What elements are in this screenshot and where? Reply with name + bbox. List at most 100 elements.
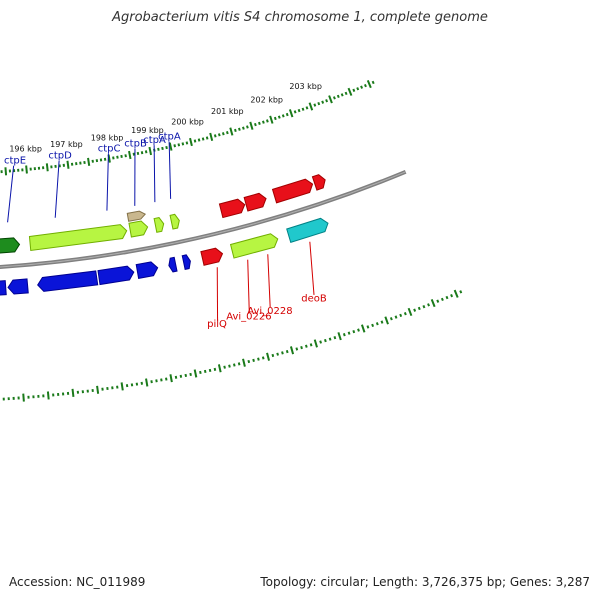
- ring-dot: [417, 306, 421, 311]
- ring-dot: [366, 325, 370, 329]
- ring-dot: [297, 108, 301, 113]
- accession-text: Accession: NC_011989: [9, 575, 146, 589]
- ring-dot: [96, 385, 100, 394]
- ring-dot: [293, 110, 297, 114]
- scale-tick-label: 201 kbp: [211, 107, 244, 116]
- ring-dot: [300, 345, 303, 350]
- ring-dot: [189, 137, 193, 147]
- ring-dot: [120, 382, 124, 391]
- ring-dot: [304, 344, 308, 348]
- ring-dot: [223, 365, 226, 369]
- ring-dot: [71, 388, 75, 397]
- ring-dot: [281, 114, 285, 118]
- gene-label: Avi_0228: [247, 306, 292, 317]
- ring-dot: [249, 121, 254, 130]
- feature-arrow-f1: [0, 280, 7, 296]
- ring-dot: [238, 127, 241, 131]
- ring-dot: [281, 351, 284, 355]
- ring-dot: [25, 165, 28, 174]
- ring-dot: [45, 163, 49, 172]
- ring-dot: [254, 122, 257, 127]
- ring-dot: [203, 369, 207, 374]
- ring-dot: [22, 393, 25, 402]
- ring-dot: [193, 139, 197, 143]
- gene-label-line: [267, 254, 271, 308]
- chromosome-backbone: [0, 169, 407, 269]
- gene-label: ctpB: [124, 139, 147, 150]
- feature-arrow-f7: [181, 254, 191, 270]
- feature-tracks: [0, 174, 329, 296]
- ring-dot: [199, 370, 202, 375]
- ring-dot: [185, 141, 189, 145]
- gene-label-line: [168, 141, 172, 199]
- ring-dot: [242, 358, 246, 367]
- gene-label: ctpD: [48, 151, 72, 162]
- ring-dot: [258, 121, 261, 126]
- ring-dot: [228, 364, 231, 368]
- ring-dot: [246, 125, 249, 129]
- scale-tick-label: 196 kbp: [9, 145, 42, 154]
- feature-arrow-f19: [286, 217, 329, 244]
- feature-arrow-f6: [168, 256, 178, 273]
- ring-dot: [179, 374, 183, 378]
- ring-dot: [363, 83, 367, 88]
- ring-dot: [213, 134, 217, 138]
- ring-dot: [208, 368, 212, 372]
- ring-dot: [313, 103, 317, 107]
- ring-dot: [161, 146, 164, 151]
- ring-dot: [252, 358, 255, 362]
- ring-dot: [237, 362, 241, 366]
- genome-stats: Topology: circular; Length: 3,726,375 bp…: [260, 575, 590, 589]
- gene-label: ctpC: [98, 143, 121, 154]
- feature-arrow-f10: [28, 224, 128, 252]
- ring-dot: [325, 99, 329, 103]
- ring-dot: [276, 352, 279, 356]
- ring-dot: [336, 94, 340, 99]
- ring-dot: [380, 320, 384, 324]
- feature-arrow-f20: [271, 178, 314, 204]
- ring-dot: [197, 138, 201, 142]
- ring-dot: [242, 126, 245, 130]
- ring-dot: [148, 146, 153, 156]
- ring-dot: [46, 391, 50, 400]
- feature-arrow-f21: [311, 174, 326, 191]
- ring-dot: [453, 289, 459, 298]
- ring-dot: [4, 167, 8, 176]
- backbone-highlight: [0, 171, 406, 268]
- ring-dot: [319, 340, 322, 344]
- ring-dot: [124, 154, 127, 158]
- ring-dot: [356, 87, 360, 91]
- feature-arrow-f12: [126, 210, 147, 222]
- ring-dot: [262, 120, 265, 124]
- ring-dot: [347, 331, 351, 335]
- ring-dot: [229, 127, 234, 136]
- scale-tick-label: 199 kbp: [131, 126, 164, 135]
- ring-dot: [247, 359, 251, 364]
- ring-dot: [66, 160, 70, 169]
- ring-dot: [436, 299, 440, 303]
- ring-dot: [209, 132, 214, 142]
- gene-label: Avi_0226: [226, 311, 271, 322]
- ring-dot: [422, 304, 426, 309]
- scale-tick-label: 203 kbp: [289, 82, 322, 91]
- ring-dot: [217, 133, 221, 137]
- ring-dot: [265, 119, 269, 123]
- ring-dot: [399, 313, 403, 318]
- ring-dot: [257, 357, 260, 361]
- ring-dot: [459, 290, 463, 294]
- ring-dot: [332, 96, 336, 100]
- ring-dot: [168, 142, 173, 151]
- ring-dot: [342, 333, 346, 337]
- ring-dot: [285, 349, 289, 354]
- ring-dot: [407, 307, 413, 317]
- ring-dot: [261, 356, 265, 360]
- ring-dot: [225, 131, 229, 135]
- gene-label: ctpA: [158, 132, 181, 143]
- scale-tick-label: 198 kbp: [91, 134, 124, 143]
- feature-arrow-f4: [97, 265, 135, 286]
- feature-arrow-f3: [37, 270, 99, 292]
- gene-label-line: [309, 241, 315, 295]
- ring-dot: [145, 378, 149, 387]
- feature-arrow-f17: [218, 198, 246, 219]
- gene-label-line: [247, 259, 250, 314]
